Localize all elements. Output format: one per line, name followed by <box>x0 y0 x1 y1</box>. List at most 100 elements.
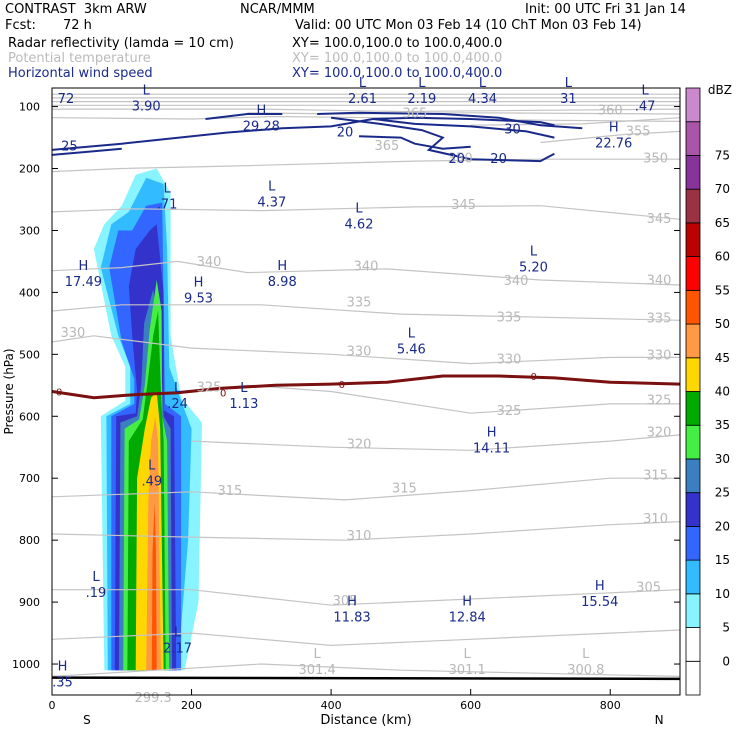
wind-extremum-kind-20: L <box>148 458 156 473</box>
theta-label-25: 315 <box>392 481 417 496</box>
theta-isoline-8 <box>540 130 680 144</box>
theta-isoline-7 <box>470 117 680 126</box>
colorbar-swatch-3 <box>685 559 701 595</box>
zero-isotherm-line <box>52 374 680 400</box>
colorbar-swatch-9 <box>685 357 701 392</box>
field-wind-xy: XY= 100.0,100.0 to 100.0,400.0 <box>292 66 503 81</box>
theta-isoline-9 <box>52 158 680 173</box>
theta-isoline-20 <box>52 663 680 677</box>
theta-extremum-value-1: 301.1 <box>449 663 486 678</box>
wind-extremum-kind-18: L <box>240 381 248 396</box>
colorbar-swatch-14 <box>685 188 701 224</box>
colorbar-label-35: 35 <box>715 418 730 432</box>
wind-extremum-value-8: 22.76 <box>595 137 632 152</box>
wind-extremum-value-4: 2.19 <box>407 92 436 107</box>
wind-label-0: 20 <box>337 125 354 140</box>
wind-extremum-kind-5: L <box>479 76 487 91</box>
y-tick-label-900: 900 <box>19 596 40 609</box>
zero-isotherm-label-1: 0 <box>220 389 226 400</box>
colorbar-unit: dBZ <box>708 83 732 97</box>
wind-extremum-kind-4: L <box>418 76 426 91</box>
wind-extremum-value-24: 15.54 <box>581 595 618 610</box>
colorbar-swatch-8 <box>685 391 701 426</box>
field-reflectivity-name: Radar reflectivity (lamda = 10 cm) <box>8 36 234 51</box>
wind-extremum-value-13: 17.49 <box>65 275 102 290</box>
theta-extremum-value-0: 301.4 <box>299 663 336 678</box>
theta-label-21: 325 <box>647 394 672 409</box>
x-end-label-south: S <box>83 713 91 727</box>
wind-extremum-value-12: 5.20 <box>519 261 548 276</box>
colorbar-label-30: 30 <box>715 452 730 466</box>
wind-extremum-kind-1: L <box>143 84 151 99</box>
colorbar-label-55: 55 <box>715 283 730 297</box>
colorbar-swatch-2 <box>685 593 701 628</box>
colorbar-swatch-1 <box>685 627 701 662</box>
theta-label-7: 345 <box>647 212 672 227</box>
theta-extremum-kind-2: L <box>582 647 590 662</box>
theta-label-15: 330 <box>61 326 86 341</box>
theta-label-12: 335 <box>347 296 372 311</box>
reflectivity-shading <box>93 168 202 671</box>
wind-extremum-kind-3: L <box>359 76 367 91</box>
theta-isoline-4 <box>52 108 680 113</box>
theta-extremum-kind-1: L <box>464 647 472 662</box>
theta-label-26: 315 <box>643 468 668 483</box>
wind-extremum-kind-26: H <box>58 660 68 675</box>
zero-isotherm-label-2: 0 <box>339 380 345 391</box>
org-label: NCAR/MMM <box>240 2 315 17</box>
theta-extremum-kind-0: L <box>314 647 322 662</box>
field-theta-xy: XY= 100.0,100.0 to 100.0,400.0 <box>292 51 503 66</box>
colorbar-label-0: 0 <box>722 654 730 668</box>
theta-isoline-15 <box>191 434 680 451</box>
x-tick-label-0: 0 <box>49 699 56 712</box>
colorbar-swatch-6 <box>685 458 701 494</box>
theta-label-16: 330 <box>347 345 372 360</box>
wind-extremum-kind-16: L <box>408 326 416 341</box>
y-tick-label-800: 800 <box>19 534 40 547</box>
wind-extremum-value-5: 4.34 <box>468 92 497 107</box>
theta-label-29: 305 <box>333 594 358 609</box>
x-tick-label-800: 800 <box>600 699 621 712</box>
wind-extremum-kind-15: H <box>277 259 287 274</box>
wind-extremum-kind-21: L <box>92 570 100 585</box>
y-tick-label-1000: 1000 <box>12 658 40 671</box>
theta-isoline-11 <box>52 260 680 286</box>
theta-isoline-13 <box>52 335 680 365</box>
wind-extremum-kind-12: L <box>530 245 538 260</box>
wind-extremum-value-2: 29.28 <box>243 119 280 134</box>
ground-surface-line <box>51 676 681 681</box>
reflectivity-band-9 <box>151 503 157 671</box>
y-tick-label-400: 400 <box>19 286 40 299</box>
zero-isotherm-label-0: 0 <box>56 388 62 399</box>
wind-extremum-kind-10: L <box>268 180 276 195</box>
wind-extremum-kind-22: H <box>347 595 357 610</box>
theta-extremum-value-2: 300.8 <box>567 663 604 678</box>
theta-label-6: 345 <box>451 198 476 213</box>
wind-extremum-value-11: 4.62 <box>345 217 374 232</box>
wind-extremum-value-25: 2.17 <box>163 642 192 657</box>
wind-isoline-5 <box>52 147 122 156</box>
theta-isoline-18 <box>52 589 680 606</box>
colorbar-label-20: 20 <box>715 519 730 533</box>
wind-extremum-kind-19: H <box>487 425 497 440</box>
colorbar-swatch-15 <box>685 155 701 190</box>
colorbar-swatch-7 <box>685 424 701 460</box>
colorbar-label-50: 50 <box>715 317 730 331</box>
valid-time: Valid: 00 UTC Mon 03 Feb 14 (10 ChT Mon … <box>295 18 642 33</box>
y-axis-label: Pressure (hPa) <box>2 348 16 434</box>
model-title: CONTRAST 3km ARW <box>5 2 147 17</box>
theta-isoline-17 <box>52 521 680 541</box>
forecast-value: 72 h <box>63 18 92 33</box>
wind-label-1: 20 <box>448 152 465 167</box>
wind-extremum-kind-9: L <box>164 181 172 196</box>
theta-label-17: 330 <box>497 353 522 368</box>
theta-label-11: 340 <box>647 273 672 288</box>
theta-label-1: 365 <box>375 139 400 154</box>
colorbar-swatch-4 <box>685 525 701 561</box>
theta-isoline-12 <box>52 304 680 321</box>
colorbar-swatch-13 <box>685 222 701 258</box>
x-axis-label: Distance (km) <box>320 713 411 728</box>
zero-isotherm: 0 0 0 0 <box>52 372 680 400</box>
